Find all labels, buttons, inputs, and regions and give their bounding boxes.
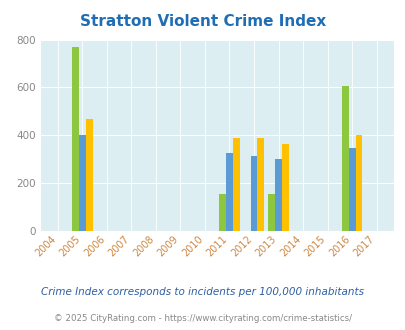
Text: Crime Index corresponds to incidents per 100,000 inhabitants: Crime Index corresponds to incidents per… <box>41 287 364 297</box>
Bar <box>257 138 264 231</box>
Bar <box>72 47 79 231</box>
Bar <box>219 194 226 231</box>
Bar <box>250 156 257 231</box>
Bar <box>281 144 288 231</box>
Bar <box>341 86 348 231</box>
Bar <box>348 148 355 231</box>
Text: Stratton Violent Crime Index: Stratton Violent Crime Index <box>80 14 325 29</box>
Bar <box>232 138 239 231</box>
Bar <box>79 135 85 231</box>
Text: © 2025 CityRating.com - https://www.cityrating.com/crime-statistics/: © 2025 CityRating.com - https://www.city… <box>54 314 351 323</box>
Bar <box>85 118 92 231</box>
Bar <box>268 194 275 231</box>
Bar <box>275 159 281 231</box>
Bar <box>226 153 232 231</box>
Bar <box>355 135 362 231</box>
